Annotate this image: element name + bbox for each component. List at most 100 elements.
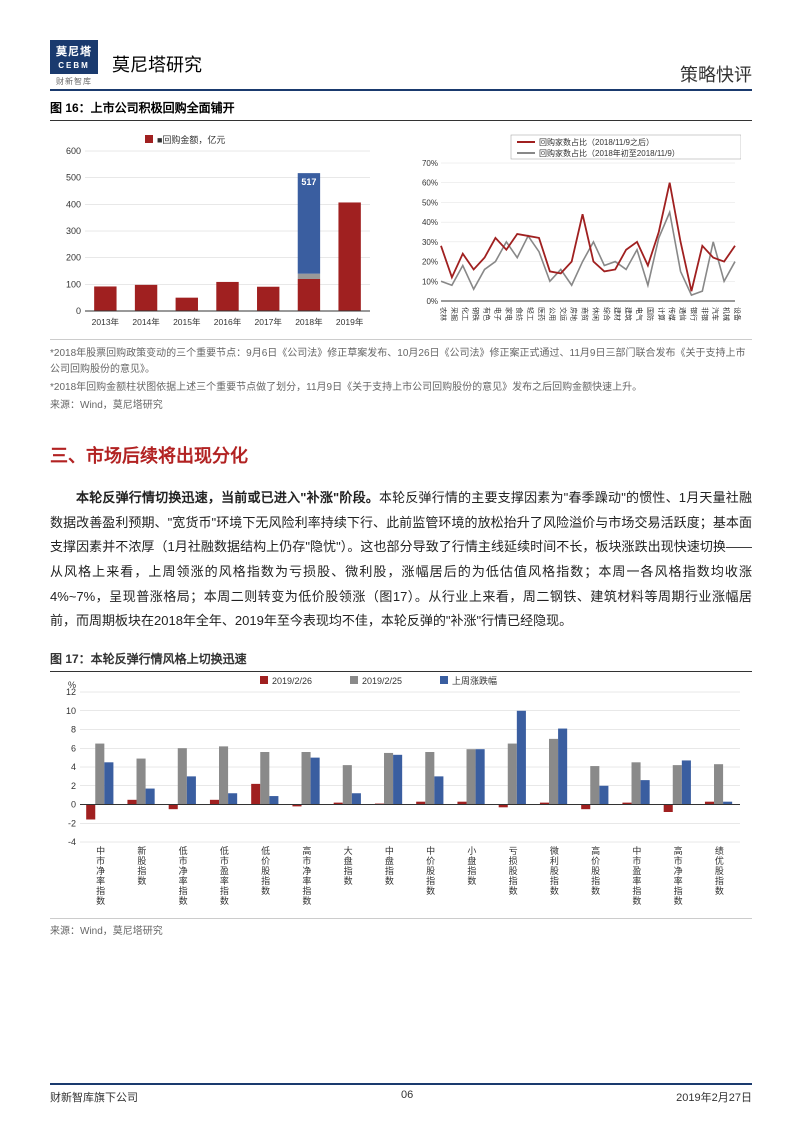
footer-left: 财新智库旗下公司: [50, 1089, 138, 1105]
fig17-title: 图 17：本轮反弹行情风格上切换迅速: [50, 650, 752, 672]
svg-text:0%: 0%: [426, 297, 438, 306]
svg-text:92: 92: [100, 275, 110, 285]
logo-text: 莫尼塔: [56, 46, 92, 58]
header-title-left: 莫尼塔研究: [112, 51, 202, 77]
svg-text:食纺: 食纺: [515, 307, 524, 321]
logo-sub: CEBM: [58, 61, 90, 70]
section3-body: 本轮反弹行情切换迅速，当前或已进入"补涨"阶段。本轮反弹行情的主要支撑因素为"春…: [50, 486, 752, 634]
svg-text:低市净率指数: 低市净率指数: [179, 845, 188, 906]
svg-text:综合: 综合: [602, 307, 611, 321]
svg-text:98: 98: [141, 274, 151, 284]
svg-text:大盘指数: 大盘指数: [344, 845, 353, 886]
svg-text:建材: 建材: [613, 307, 622, 321]
svg-text:机械: 机械: [722, 307, 731, 321]
svg-text:公用: 公用: [548, 307, 556, 321]
svg-text:家电: 家电: [504, 307, 513, 321]
svg-text:中市净率指数: 中市净率指数: [96, 845, 105, 906]
logo: 莫尼塔 CEBM 财新智库: [50, 40, 98, 87]
svg-text:8: 8: [71, 725, 76, 735]
svg-text:50%: 50%: [422, 198, 438, 207]
svg-text:60%: 60%: [422, 179, 438, 188]
logo-sub2: 财新智库: [50, 76, 98, 87]
svg-text:绩优股指数: 绩优股指数: [715, 845, 724, 896]
svg-text:化工: 化工: [461, 307, 470, 321]
svg-text:10%: 10%: [422, 277, 438, 286]
footer-center: 06: [401, 1089, 413, 1105]
svg-text:0: 0: [71, 800, 76, 810]
svg-text:-2: -2: [68, 818, 76, 828]
svg-text:2019/2/25: 2019/2/25: [362, 676, 402, 686]
svg-text:6: 6: [71, 743, 76, 753]
svg-text:2013年: 2013年: [92, 317, 120, 327]
svg-text:50: 50: [182, 287, 192, 297]
svg-text:新股指数: 新股指数: [137, 845, 146, 886]
svg-text:中价股指数: 中价股指数: [426, 845, 435, 896]
svg-text:低价股指数: 低价股指数: [261, 845, 270, 896]
svg-text:设备: 设备: [733, 307, 741, 321]
svg-text:有色: 有色: [483, 307, 492, 321]
page: 莫尼塔 CEBM 财新智库 莫尼塔研究 策略快评 图 16：上市公司积极回购全面铺…: [0, 0, 802, 1133]
svg-text:2016年: 2016年: [214, 317, 242, 327]
svg-text:中盘指数: 中盘指数: [385, 845, 394, 886]
svg-text:非银: 非银: [700, 307, 709, 321]
svg-text:钢铁: 钢铁: [472, 307, 481, 321]
section3-title: 三、市场后续将出现分化: [50, 442, 752, 468]
fig16-line-chart: 0%10%20%30%40%50%60%70%回购家数占比（2018/11/9之…: [411, 133, 752, 333]
fig17-chart: -4-2024681012%2019/2/262019/2/25上周涨跌幅中市净…: [50, 672, 752, 912]
svg-text:高市净率指数: 高市净率指数: [302, 845, 311, 906]
page-footer: 财新智库旗下公司 06 2019年2月27日: [50, 1083, 752, 1105]
svg-text:2018年: 2018年: [295, 317, 323, 327]
fig16-footnotes: *2018年股票回购政策变动的三个重要节点：9月6日《公司法》修正草案发布、10…: [50, 339, 752, 414]
svg-text:100: 100: [66, 279, 81, 289]
svg-text:低市盈率指数: 低市盈率指数: [220, 845, 229, 906]
svg-text:400: 400: [66, 199, 81, 209]
svg-text:高市净率指数: 高市净率指数: [674, 845, 683, 906]
fig17-source: 来源：Wind，莫尼塔研究: [50, 918, 752, 937]
footnote-source: 来源：Wind，莫尼塔研究: [50, 398, 752, 414]
svg-text:传媒: 传媒: [668, 307, 677, 321]
svg-text:医药: 医药: [537, 307, 546, 321]
header-title-right: 策略快评: [680, 61, 752, 87]
svg-text:2014年: 2014年: [132, 317, 160, 327]
svg-text:20%: 20%: [422, 258, 438, 267]
svg-text:上周涨跌幅: 上周涨跌幅: [452, 675, 497, 686]
svg-text:交运: 交运: [559, 307, 568, 321]
svg-text:休闲: 休闲: [591, 307, 600, 321]
svg-text:-4: -4: [68, 837, 76, 847]
footer-right: 2019年2月27日: [676, 1089, 752, 1105]
header-left: 莫尼塔 CEBM 财新智库 莫尼塔研究: [50, 40, 202, 87]
svg-text:电子: 电子: [493, 307, 502, 321]
svg-text:轻工: 轻工: [526, 307, 535, 321]
svg-text:电气: 电气: [635, 307, 644, 321]
svg-text:109: 109: [220, 271, 235, 281]
svg-text:回购家数占比（2018/11/9之后）: 回购家数占比（2018/11/9之后）: [539, 137, 654, 147]
svg-text:农林: 农林: [439, 307, 448, 321]
svg-text:小盘指数: 小盘指数: [467, 846, 476, 886]
svg-text:30%: 30%: [422, 238, 438, 247]
svg-text:2019年: 2019年: [336, 317, 364, 327]
svg-text:300: 300: [66, 226, 81, 236]
svg-text:0: 0: [76, 306, 81, 316]
footnote-1: *2018年股票回购政策变动的三个重要节点：9月6日《公司法》修正草案发布、10…: [50, 346, 752, 378]
svg-text:中市盈率指数: 中市盈率指数: [632, 845, 641, 906]
svg-text:计算: 计算: [657, 307, 666, 321]
svg-text:40%: 40%: [422, 218, 438, 227]
svg-text:通信: 通信: [679, 307, 688, 321]
page-header: 莫尼塔 CEBM 财新智库 莫尼塔研究 策略快评: [50, 40, 752, 91]
svg-text:采掘: 采掘: [450, 307, 459, 321]
svg-text:407: 407: [342, 191, 357, 201]
svg-text:200: 200: [66, 253, 81, 263]
fig16-title: 图 16：上市公司积极回购全面铺开: [50, 99, 752, 121]
svg-text:高价股指数: 高价股指数: [591, 845, 600, 896]
svg-text:商贸: 商贸: [581, 307, 590, 321]
svg-text:银行: 银行: [689, 307, 698, 321]
svg-text:国防: 国防: [646, 307, 655, 321]
svg-text:2017年: 2017年: [255, 317, 283, 327]
fig17-svg: -4-2024681012%2019/2/262019/2/25上周涨跌幅中市净…: [50, 672, 750, 912]
svg-text:微利股指数: 微利股指数: [550, 845, 559, 896]
svg-text:2015年: 2015年: [173, 317, 201, 327]
bar-chart-svg: 0100200300400500600■回购金额，亿元922013年982014…: [50, 133, 380, 333]
svg-text:建筑: 建筑: [624, 307, 633, 321]
svg-text:2019/2/26: 2019/2/26: [272, 676, 312, 686]
svg-text:91: 91: [263, 276, 273, 286]
